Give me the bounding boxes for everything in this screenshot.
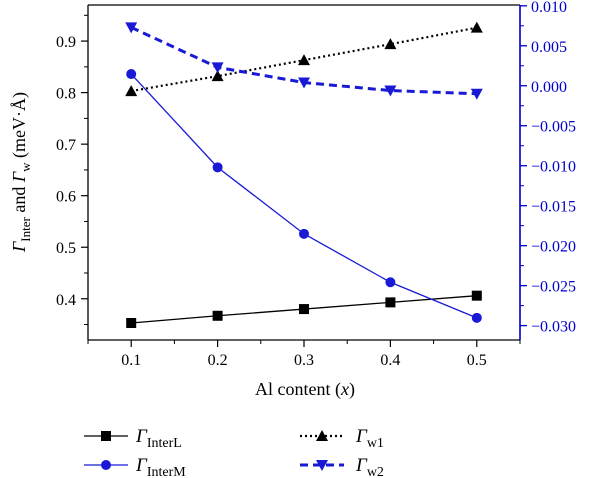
legend-marker bbox=[316, 430, 328, 441]
legend: ΓInterL ΓInterM Γw1 Γw2 bbox=[84, 426, 384, 478]
legend-label-w1: Γw1 bbox=[355, 426, 384, 451]
y-left-tick-label: 0.5 bbox=[56, 240, 76, 257]
data-point bbox=[126, 69, 137, 80]
series-layer bbox=[125, 21, 483, 328]
legend-symbol-w2 bbox=[300, 460, 344, 471]
x-tick-label: 0.5 bbox=[467, 352, 487, 369]
y-left-tick-label: 0.8 bbox=[56, 86, 76, 103]
y-axis-title-and: and bbox=[9, 182, 29, 217]
y-right-tick-label: −0.020 bbox=[531, 239, 576, 256]
legend-gamma-w1: Γ bbox=[355, 426, 368, 447]
y-right-tick-label: 0.005 bbox=[531, 39, 567, 56]
x-axis-title-var: x bbox=[340, 379, 349, 399]
data-point bbox=[125, 22, 138, 34]
legend-sub-w1: w1 bbox=[367, 436, 384, 451]
data-point bbox=[471, 290, 482, 301]
data-point bbox=[212, 310, 223, 321]
y-left-tick-label: 0.9 bbox=[56, 34, 76, 51]
data-point bbox=[299, 228, 309, 239]
legend-label-interL: ΓInterL bbox=[135, 426, 182, 451]
legend-item-w2: Γw2 bbox=[300, 455, 384, 478]
legend-symbol-w1 bbox=[300, 430, 344, 441]
data-point bbox=[384, 38, 397, 50]
legend-sub-interL: InterL bbox=[147, 436, 182, 451]
y-right-tick-label: −0.005 bbox=[531, 119, 576, 136]
y-axis-title-sub1: Inter bbox=[18, 217, 33, 242]
y-left-tick-label: 0.6 bbox=[56, 189, 76, 206]
series-1 bbox=[126, 69, 482, 323]
y-axis-title-unit: (meV·Å) bbox=[9, 92, 30, 162]
data-point bbox=[298, 54, 310, 66]
y-left-tick-label: 0.4 bbox=[56, 292, 76, 309]
x-tick-label: 0.4 bbox=[380, 352, 400, 369]
data-point bbox=[470, 21, 483, 33]
y-axis-title: ΓInter and Γw (meV·Å) bbox=[9, 92, 33, 253]
legend-gamma-w2: Γ bbox=[355, 455, 368, 476]
data-point bbox=[385, 277, 396, 288]
data-point bbox=[385, 297, 396, 308]
data-point bbox=[298, 77, 310, 89]
legend-item-interM: ΓInterM bbox=[84, 455, 186, 478]
legend-gamma-interL: Γ bbox=[135, 426, 148, 447]
data-point bbox=[126, 317, 137, 328]
y-axis-title-gamma1: Γ bbox=[9, 241, 29, 253]
data-point bbox=[299, 304, 309, 315]
legend-marker bbox=[316, 460, 328, 471]
x-tick-label: 0.3 bbox=[294, 352, 314, 369]
legend-item-interL: ΓInterL bbox=[84, 426, 182, 451]
data-point bbox=[470, 88, 483, 100]
y-right-tick-label: 0.000 bbox=[531, 79, 567, 96]
x-axis-title: Al content (x) bbox=[255, 379, 355, 400]
y-ticks-right: 0.010 0.005 0.000 −0.005 −0.010 −0.015 −0.020 −… bbox=[520, 0, 576, 336]
data-point bbox=[384, 85, 397, 97]
x-axis-title-close: ) bbox=[349, 379, 355, 400]
y-right-tick-label: −0.030 bbox=[531, 319, 576, 336]
x-tick-label: 0.2 bbox=[208, 352, 228, 369]
data-point bbox=[471, 312, 482, 323]
legend-marker bbox=[101, 460, 111, 470]
legend-item-w1: Γw1 bbox=[300, 426, 384, 451]
series-line-1 bbox=[130, 73, 478, 319]
legend-label-interM: ΓInterM bbox=[135, 455, 186, 478]
y-right-tick-label: −0.010 bbox=[531, 159, 576, 176]
y-right-tick-label: −0.015 bbox=[531, 199, 576, 216]
series-3 bbox=[125, 22, 483, 100]
y-axis-title-sub2: w bbox=[18, 162, 33, 172]
data-point bbox=[211, 62, 224, 74]
x-axis-title-main: Al content ( bbox=[255, 379, 341, 400]
x-ticks: 0.1 0.2 0.3 0.4 0.5 bbox=[87, 340, 521, 369]
legend-gamma-interM: Γ bbox=[135, 455, 148, 476]
legend-symbol-interL bbox=[84, 431, 128, 441]
legend-label-w2: Γw2 bbox=[355, 455, 384, 478]
series-0 bbox=[126, 290, 482, 328]
series-2 bbox=[125, 21, 483, 97]
data-point bbox=[211, 70, 224, 82]
legend-sub-interM: InterM bbox=[147, 465, 186, 478]
y-right-tick-label: −0.025 bbox=[531, 279, 576, 296]
y-axis-title-gamma2: Γ bbox=[9, 171, 29, 183]
y-right-tick-label: 0.010 bbox=[531, 0, 567, 16]
legend-marker bbox=[101, 431, 111, 441]
y-ticks-left: 0.4 0.5 0.6 0.7 0.8 0.9 bbox=[56, 14, 88, 326]
legend-sub-w2: w2 bbox=[367, 465, 384, 478]
x-tick-label: 0.1 bbox=[121, 352, 141, 369]
legend-symbol-interM bbox=[84, 460, 128, 470]
data-point bbox=[212, 162, 223, 173]
data-point bbox=[125, 85, 138, 97]
y-left-tick-label: 0.7 bbox=[56, 137, 76, 154]
